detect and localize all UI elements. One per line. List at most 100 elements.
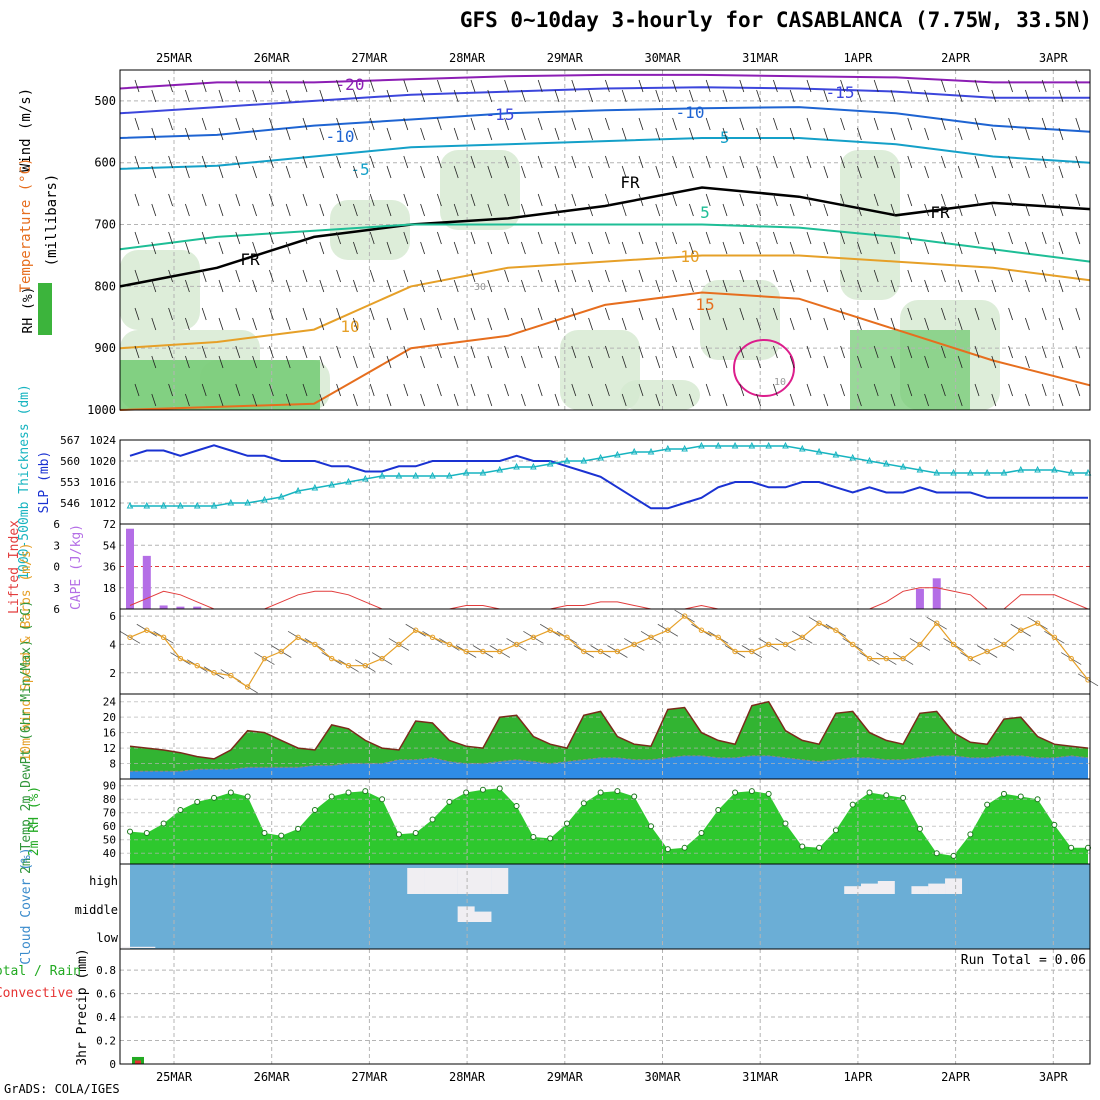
wind-barb	[1058, 89, 1064, 103]
wind-barb	[873, 231, 879, 245]
wind-barb	[521, 203, 526, 217]
wind-barb	[369, 307, 375, 321]
wind-barb	[924, 393, 929, 407]
wind-barb	[487, 127, 493, 141]
wind-barb	[134, 307, 140, 321]
wind-barb	[269, 117, 274, 131]
wind-barb	[353, 317, 358, 331]
thickness-point	[412, 471, 420, 479]
wind-barb	[1058, 393, 1064, 407]
li-tick-label: 3	[53, 582, 60, 595]
contour-label: FR	[930, 203, 950, 222]
wind-barb	[386, 165, 392, 179]
wind-barb	[941, 193, 946, 207]
wind-barb	[521, 241, 526, 255]
wind-barb	[201, 383, 207, 397]
thickness-point	[244, 498, 251, 506]
wind-barb	[302, 345, 308, 359]
wind-speed-point	[631, 641, 637, 648]
wind-barb	[537, 79, 543, 93]
rh-point	[244, 793, 251, 800]
wind-barb	[638, 307, 644, 321]
wind-barb	[437, 231, 442, 245]
wind-speed-point	[917, 641, 923, 648]
thickness-point	[446, 471, 453, 479]
rh-point	[832, 827, 839, 834]
wind-barb	[974, 117, 980, 131]
wind-barb	[252, 241, 257, 255]
wind-barb	[739, 117, 745, 131]
wind-speed-point	[160, 634, 167, 641]
thickness-point	[916, 465, 924, 473]
thickness-point	[294, 486, 302, 494]
wind-barb	[420, 127, 425, 141]
wind-barb	[386, 279, 392, 293]
wind-barb	[638, 193, 644, 207]
wind-barb	[201, 117, 207, 131]
thickness-point	[883, 459, 890, 467]
wind-barb	[302, 307, 308, 321]
wind-barb	[571, 231, 577, 245]
wind-barb	[957, 279, 963, 293]
wind-barb	[571, 193, 577, 207]
wind-barb	[873, 345, 879, 359]
rh-point	[429, 816, 436, 823]
wind-barb	[134, 345, 140, 359]
wind-barb	[218, 355, 224, 369]
wind-speed-point	[1034, 620, 1041, 626]
wind-barb	[991, 127, 997, 141]
thickness-point	[849, 453, 857, 461]
isotherm-line	[119, 291, 1091, 411]
thickness-point	[714, 441, 722, 449]
wind-barb	[991, 203, 997, 217]
slp-tick-label: 1024	[90, 434, 117, 447]
thickness-point	[782, 441, 789, 449]
wind-barb	[1025, 127, 1030, 141]
wind-barb	[151, 165, 157, 179]
isotherm-line	[119, 186, 1091, 288]
wind-barb	[218, 279, 224, 293]
wind-speed-point	[261, 655, 268, 662]
wind-barb	[621, 279, 627, 293]
wind-speed-point	[883, 655, 890, 662]
cape-tick-label: 72	[103, 518, 116, 531]
wind-speed-point	[194, 662, 200, 669]
rh-point	[732, 789, 739, 796]
slp-tick-label: 1012	[90, 497, 117, 510]
rh-shade	[560, 330, 640, 410]
wind-barb	[369, 383, 375, 397]
wind-barb	[1058, 203, 1064, 217]
wind-barb	[168, 269, 173, 283]
wind-barb	[537, 307, 543, 321]
wind-barb	[621, 393, 627, 407]
wind-barb	[487, 279, 493, 293]
thickness-point	[193, 501, 201, 509]
rh-point	[513, 802, 520, 809]
rh-point	[597, 789, 604, 796]
wind-barb	[756, 317, 761, 331]
wind-barb	[369, 231, 375, 245]
temp-tick-label: 20	[103, 711, 116, 724]
date-label-bottom: 2APR	[941, 1070, 971, 1084]
thickness-point	[748, 441, 756, 449]
cloud-cell	[911, 886, 929, 894]
wind-barb	[840, 155, 845, 169]
thickness-point	[378, 471, 386, 479]
wind-barb	[302, 383, 308, 397]
date-label-bottom: 30MAR	[644, 1070, 681, 1084]
wind-speed-point	[681, 613, 688, 619]
wind-barb	[991, 165, 997, 179]
wind-barb	[991, 279, 997, 293]
wind-barb	[924, 89, 929, 103]
wind-speed-point	[866, 655, 873, 662]
wind-speed-point	[984, 648, 990, 655]
wind-barb	[285, 127, 291, 141]
li-tick-label: 0	[53, 561, 60, 574]
thickness-point	[429, 471, 436, 479]
wind-barb	[924, 317, 929, 331]
wind-barb	[134, 155, 140, 169]
cape-bar	[142, 555, 151, 609]
wind-tick-label: 2	[109, 667, 116, 680]
wind-barb	[403, 345, 409, 359]
wind-barb	[907, 231, 913, 245]
